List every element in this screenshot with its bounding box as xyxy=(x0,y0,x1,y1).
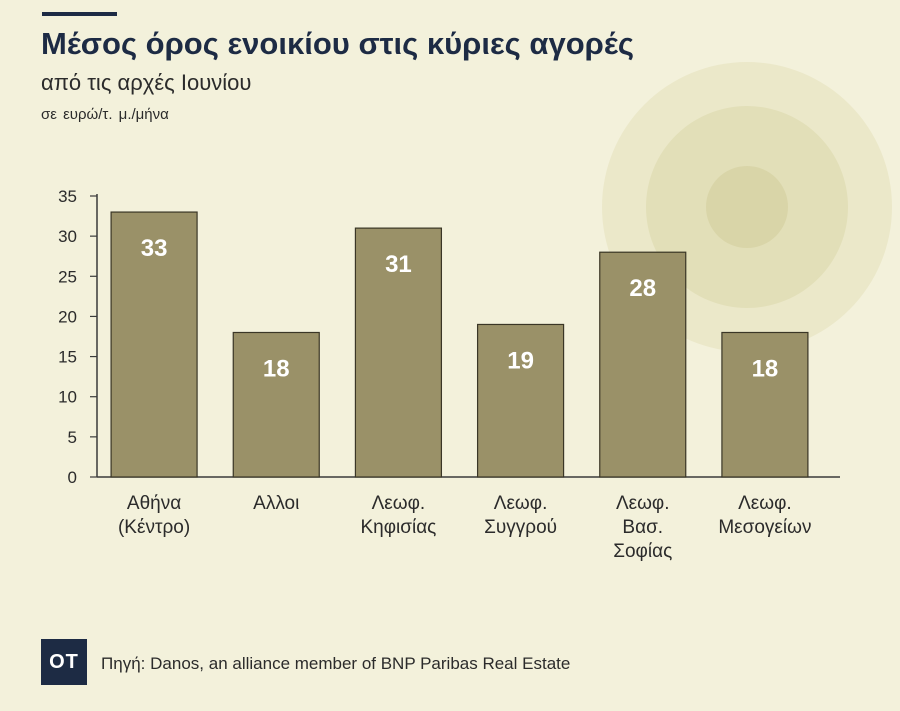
chart-title: Μέσος όρος ενοικίου στις κύριες αγορές xyxy=(41,26,634,61)
bar xyxy=(232,331,320,478)
x-category-label-line: Συγγρού xyxy=(484,517,557,538)
y-tick-label: 0 xyxy=(68,468,77,487)
x-category-label: Αλλοι xyxy=(253,493,299,514)
x-category-label-line: Λεωφ. xyxy=(738,493,792,514)
y-tick-label: 15 xyxy=(58,348,77,367)
chart-subtitle: από τις αρχές Ιουνίου xyxy=(41,70,252,95)
bar xyxy=(599,251,687,478)
y-tick-label: 5 xyxy=(68,428,77,447)
source-note: Πηγή: Danos, an alliance member of BNP P… xyxy=(101,654,570,674)
y-tick-label: 30 xyxy=(58,227,77,246)
source-text: Danos, an alliance member of BNP Paribas… xyxy=(150,654,571,673)
x-category-label: Λεωφ. Συγγρού xyxy=(484,493,557,538)
x-category-label: Λεωφ. Κηφισίας xyxy=(360,493,436,538)
x-category-label-line: Λεωφ. xyxy=(616,493,670,514)
bar-value-label: 19 xyxy=(507,347,534,374)
bar-value-label: 28 xyxy=(629,275,656,302)
bar-value-label: 18 xyxy=(752,355,779,382)
bar xyxy=(476,323,565,478)
bar-value-label: 31 xyxy=(385,251,412,278)
decor-circle-inner xyxy=(706,166,788,248)
ot-logo: ΟΤ xyxy=(41,639,87,685)
x-category-label-line: (Κέντρο) xyxy=(118,517,190,538)
x-category-label-line: Κηφισίας xyxy=(360,517,436,538)
x-category-label-line: Μεσογείων xyxy=(718,517,811,538)
x-category-label: Αθήνα (Κέντρο) xyxy=(118,493,190,538)
x-category-label-line: Λεωφ. xyxy=(494,493,548,514)
bar xyxy=(721,331,809,478)
bar-value-label: 33 xyxy=(141,235,168,262)
y-tick-label: 20 xyxy=(58,307,77,326)
x-category-label-line: Αλλοι xyxy=(253,493,299,514)
y-tick-label: 25 xyxy=(58,267,77,286)
source-label: Πηγή: xyxy=(101,654,146,673)
x-category-label: Λεωφ. Βασ. Σοφίας xyxy=(613,493,672,562)
x-category-label-line: Σοφίας xyxy=(613,541,672,562)
bar xyxy=(110,211,198,478)
y-tick-label: 35 xyxy=(58,187,77,206)
x-category-label: Λεωφ. Μεσογείων xyxy=(718,493,811,538)
x-category-label-line: Λεωφ. xyxy=(372,493,426,514)
unit-label: σε ευρώ/τ. μ./μήνα xyxy=(41,106,169,123)
bar xyxy=(354,227,443,478)
y-tick-label: 10 xyxy=(58,388,77,407)
x-category-label-line: Αθήνα xyxy=(127,493,181,514)
top-accent-rule xyxy=(42,12,117,16)
x-category-label-line: Βασ. xyxy=(622,517,663,538)
bar-value-label: 18 xyxy=(263,355,290,382)
